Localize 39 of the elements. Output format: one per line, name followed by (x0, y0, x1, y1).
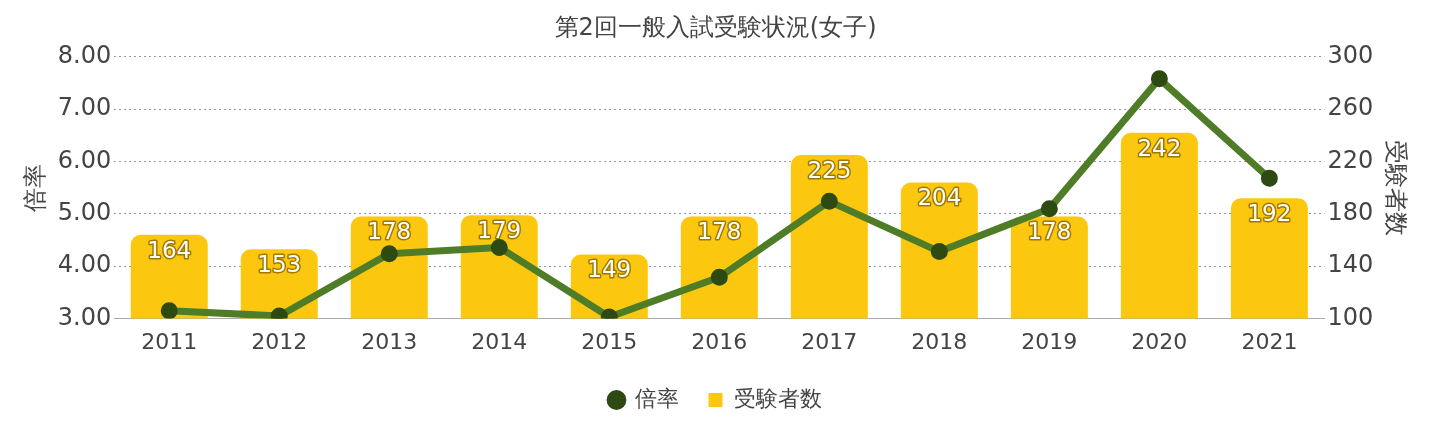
x-tick-label: 2013 (361, 328, 418, 354)
data-label: 178 (697, 218, 742, 245)
data-label: 225 (807, 156, 852, 183)
x-tick-label: 2017 (801, 328, 858, 354)
chart-title: 第2回一般入試受験状況(女子) (554, 12, 877, 41)
x-tick-label: 2011 (141, 328, 198, 354)
y2-axis-title: 受験者数 (1382, 139, 1411, 236)
x-tick-label: 2019 (1021, 328, 1078, 354)
y-tick-label: 4.00 (57, 250, 112, 279)
x-tick-label: 2014 (471, 328, 528, 354)
y2-tick-label: 260 (1327, 93, 1374, 122)
x-tick-label: 2016 (691, 328, 748, 354)
y2-tick-label: 100 (1327, 302, 1374, 331)
y-tick-label: 7.00 (57, 93, 112, 122)
y2-tick-label: 300 (1327, 41, 1374, 70)
y-axis-title: 倍率 (20, 163, 49, 212)
x-tick-label: 2012 (251, 328, 308, 354)
y2-tick-label: 140 (1327, 250, 1374, 279)
data-label: 164 (147, 236, 192, 263)
data-label: 178 (367, 218, 412, 245)
y-tick-label: 3.00 (57, 302, 112, 331)
y2-tick-label: 180 (1327, 198, 1374, 227)
y2-tick-label: 220 (1327, 145, 1374, 174)
data-label: 192 (1247, 200, 1292, 227)
data-label: 149 (587, 256, 632, 283)
x-tick-label: 2015 (581, 328, 638, 354)
y-tick-label: 6.00 (57, 145, 112, 174)
legend-label: 倍率 (634, 385, 679, 411)
x-tick-label: 2018 (911, 328, 968, 354)
data-label: 179 (477, 217, 522, 244)
x-tick-label: 2021 (1241, 328, 1298, 354)
legend-label: 受験者数 (733, 385, 822, 411)
data-label: 242 (1137, 134, 1182, 161)
data-label: 178 (1027, 218, 1072, 245)
data-label: 204 (917, 184, 962, 211)
data-label: 153 (257, 251, 302, 278)
x-tick-label: 2020 (1131, 328, 1188, 354)
y-tick-label: 5.00 (57, 198, 112, 227)
y-tick-label: 8.00 (57, 41, 112, 70)
